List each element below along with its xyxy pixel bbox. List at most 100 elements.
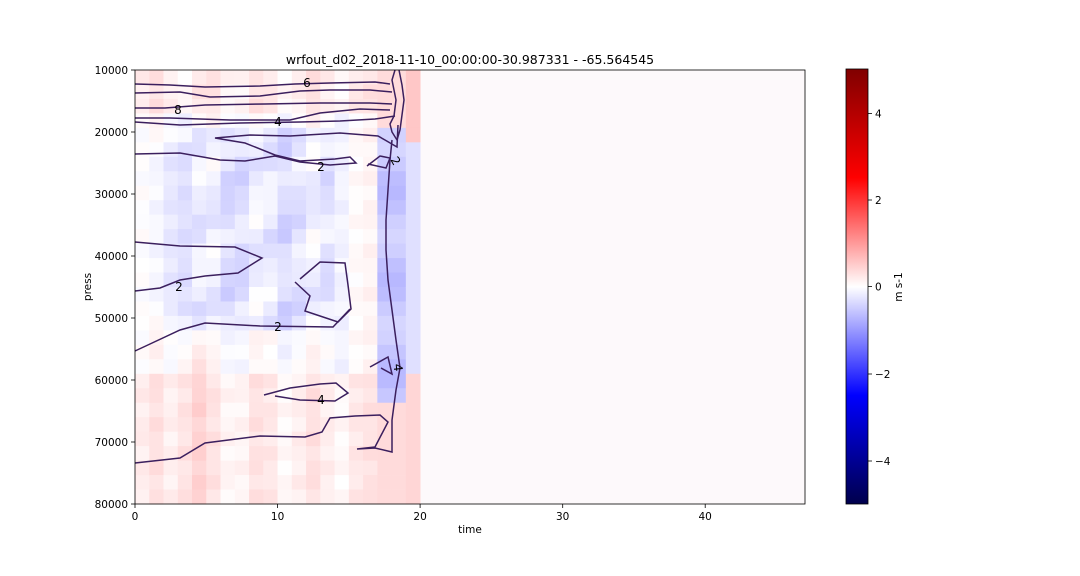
y-axis-label: press: [82, 273, 94, 301]
heatmap-cell: [334, 272, 350, 288]
heatmap-cell: [277, 229, 293, 244]
heatmap-cell: [391, 214, 407, 230]
heatmap-cell: [363, 70, 378, 85]
heatmap-cell: [135, 388, 150, 404]
x-axis-label: time: [458, 524, 482, 536]
contour-label: 4: [391, 363, 406, 372]
x-tick-label: 10: [271, 511, 284, 523]
heatmap-cell: [206, 185, 221, 201]
heatmap-cell: [220, 388, 236, 404]
heatmap-cell: [249, 359, 264, 375]
heatmap-cell: [177, 287, 193, 302]
heatmap-cell: [405, 200, 421, 216]
heatmap-cell: [206, 229, 221, 244]
heatmap-cell: [220, 258, 236, 273]
heatmap-cell: [249, 315, 264, 331]
heatmap-cell: [377, 330, 392, 346]
heatmap-cell: [363, 402, 378, 418]
x-axis: 0 10 20 30 40 time: [132, 504, 712, 536]
heatmap-cell: [192, 272, 207, 288]
contour-label: 2: [274, 320, 282, 334]
heatmap-cell: [234, 359, 250, 375]
heatmap-cell: [277, 446, 293, 461]
heatmap-cell: [163, 185, 179, 201]
heatmap-cell: [405, 431, 421, 447]
heatmap-cell: [263, 156, 278, 172]
heatmap-cell: [291, 489, 307, 505]
heatmap-cell: [149, 229, 164, 244]
heatmap-cell: [320, 431, 335, 447]
heatmap-cell: [377, 460, 392, 476]
heatmap-cell: [220, 460, 236, 476]
heatmap-cell: [177, 171, 193, 187]
heatmap-cell: [377, 98, 392, 114]
heatmap-cell: [149, 359, 164, 375]
heatmap-cell: [306, 229, 321, 244]
x-tick-label: 40: [699, 511, 712, 523]
heatmap-cell: [220, 330, 236, 346]
heatmap-cell: [135, 330, 150, 346]
heatmap-cell: [320, 475, 335, 490]
heatmap-cell: [206, 460, 221, 476]
heatmap-cell: [135, 70, 150, 85]
contour-line: [134, 241, 264, 292]
heatmap-cell: [363, 84, 378, 100]
heatmap-cell: [192, 301, 207, 317]
heatmap-cell: [405, 315, 421, 331]
heatmap-cell: [320, 127, 335, 143]
heatmap-cell: [249, 214, 264, 230]
heatmap-cell: [234, 301, 250, 317]
heatmap-cell: [391, 359, 407, 375]
colorbar: 4 2 0 −2 −4 m s-1: [845, 68, 905, 505]
heatmap-cell: [363, 214, 378, 230]
colorbar-gradient: [845, 68, 869, 505]
heatmap-cell: [220, 475, 236, 490]
heatmap-cell: [391, 460, 407, 476]
heatmap-cell: [320, 70, 335, 85]
heatmap-cell: [163, 156, 179, 172]
heatmap-cell: [334, 402, 350, 418]
heatmap-cell: [306, 98, 321, 114]
colorbar-tick-label: 2: [875, 195, 882, 207]
heatmap-cell: [363, 388, 378, 404]
heatmap-cell: [234, 330, 250, 346]
heatmap-cell: [377, 373, 392, 389]
heatmap-cell: [391, 475, 407, 490]
heatmap-cell: [320, 460, 335, 476]
heatmap-cell: [405, 272, 421, 288]
heatmap-cell: [277, 84, 293, 100]
heatmap-cell: [249, 373, 264, 389]
heatmap-cell: [206, 258, 221, 273]
heatmap-cell: [263, 373, 278, 389]
y-tick-label: 70000: [95, 437, 128, 449]
heatmap-cell: [249, 287, 264, 302]
heatmap-cell: [334, 373, 350, 389]
heatmap-cell: [234, 431, 250, 447]
heatmap-cell: [163, 229, 179, 244]
heatmap-cell: [320, 489, 335, 505]
heatmap-cell: [263, 70, 278, 85]
heatmap-cell: [348, 258, 364, 273]
heatmap-cell: [149, 272, 164, 288]
heatmap-cell: [149, 475, 164, 490]
heatmap-cell: [249, 330, 264, 346]
heatmap-cell: [391, 229, 407, 244]
heatmap-cell: [135, 200, 150, 216]
heatmap-cell: [306, 388, 321, 404]
heatmap-cell: [363, 460, 378, 476]
colorbar-tick-label: −2: [875, 369, 890, 381]
heatmap-cell: [234, 373, 250, 389]
heatmap-cell: [405, 214, 421, 230]
heatmap-cell: [277, 489, 293, 505]
heatmap-cell: [220, 287, 236, 302]
heatmap-cell: [192, 156, 207, 172]
heatmap-cell: [220, 446, 236, 461]
heatmap-cell: [163, 127, 179, 143]
heatmap-cell: [277, 258, 293, 273]
contour-label: 4: [274, 115, 282, 129]
heatmap-cell: [363, 113, 378, 129]
heatmap-cell: [192, 127, 207, 143]
heatmap-cell: [348, 460, 364, 476]
heatmap-cell: [135, 142, 150, 158]
heatmap-cell: [391, 113, 407, 129]
